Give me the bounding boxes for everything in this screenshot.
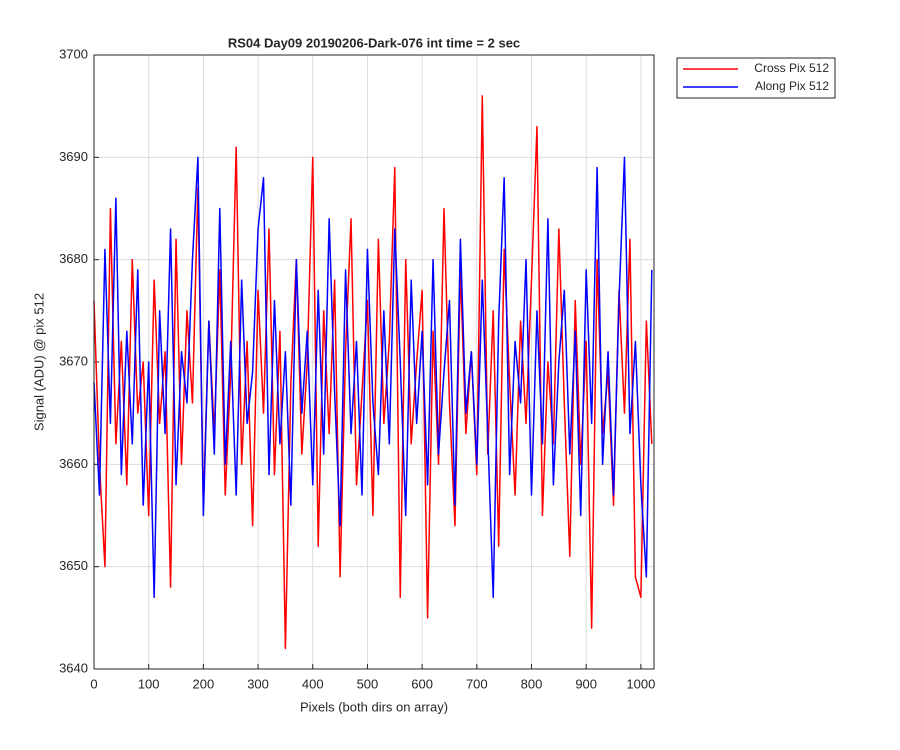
data-line bbox=[93, 95, 653, 650]
x-tick-label: 100 bbox=[138, 676, 160, 691]
x-axis-label: Pixels (both dirs on array) bbox=[300, 699, 448, 714]
legend: Cross Pix 512 Along Pix 512 bbox=[676, 57, 836, 99]
legend-label: Cross Pix 512 bbox=[754, 61, 829, 75]
chart-title: RS04 Day09 20190206-Dark-076 int time = … bbox=[228, 35, 520, 50]
data-line bbox=[93, 156, 653, 599]
x-tick-label: 300 bbox=[247, 676, 269, 691]
plot-area bbox=[93, 95, 653, 650]
x-tick-label: 500 bbox=[357, 676, 379, 691]
y-tick-label: 3660 bbox=[59, 456, 88, 471]
y-tick-label: 3670 bbox=[59, 353, 88, 368]
axes-box bbox=[93, 54, 655, 670]
y-tick-label: 3690 bbox=[59, 149, 88, 164]
legend-box bbox=[676, 57, 836, 99]
x-tick-label: 1000 bbox=[626, 676, 655, 691]
grid: 0 100 200 300 400 500 600 700 800 900 1000 3640 3650… bbox=[59, 46, 655, 691]
y-tick-label: 3700 bbox=[59, 46, 88, 61]
x-tick-label: 900 bbox=[575, 676, 597, 691]
x-tick-label: 800 bbox=[521, 676, 543, 691]
y-tick-label: 3650 bbox=[59, 558, 88, 573]
x-tick-label: 700 bbox=[466, 676, 488, 691]
y-tick-label: 3640 bbox=[59, 660, 88, 675]
x-tick-label: 200 bbox=[193, 676, 215, 691]
x-tick-label: 600 bbox=[411, 676, 433, 691]
y-axis-label: Signal (ADU) @ pix 512 bbox=[31, 293, 46, 431]
x-tick-label: 400 bbox=[302, 676, 324, 691]
legend-label: Along Pix 512 bbox=[755, 79, 829, 93]
y-tick-label: 3680 bbox=[59, 251, 88, 266]
x-tick-label: 0 bbox=[90, 676, 97, 691]
